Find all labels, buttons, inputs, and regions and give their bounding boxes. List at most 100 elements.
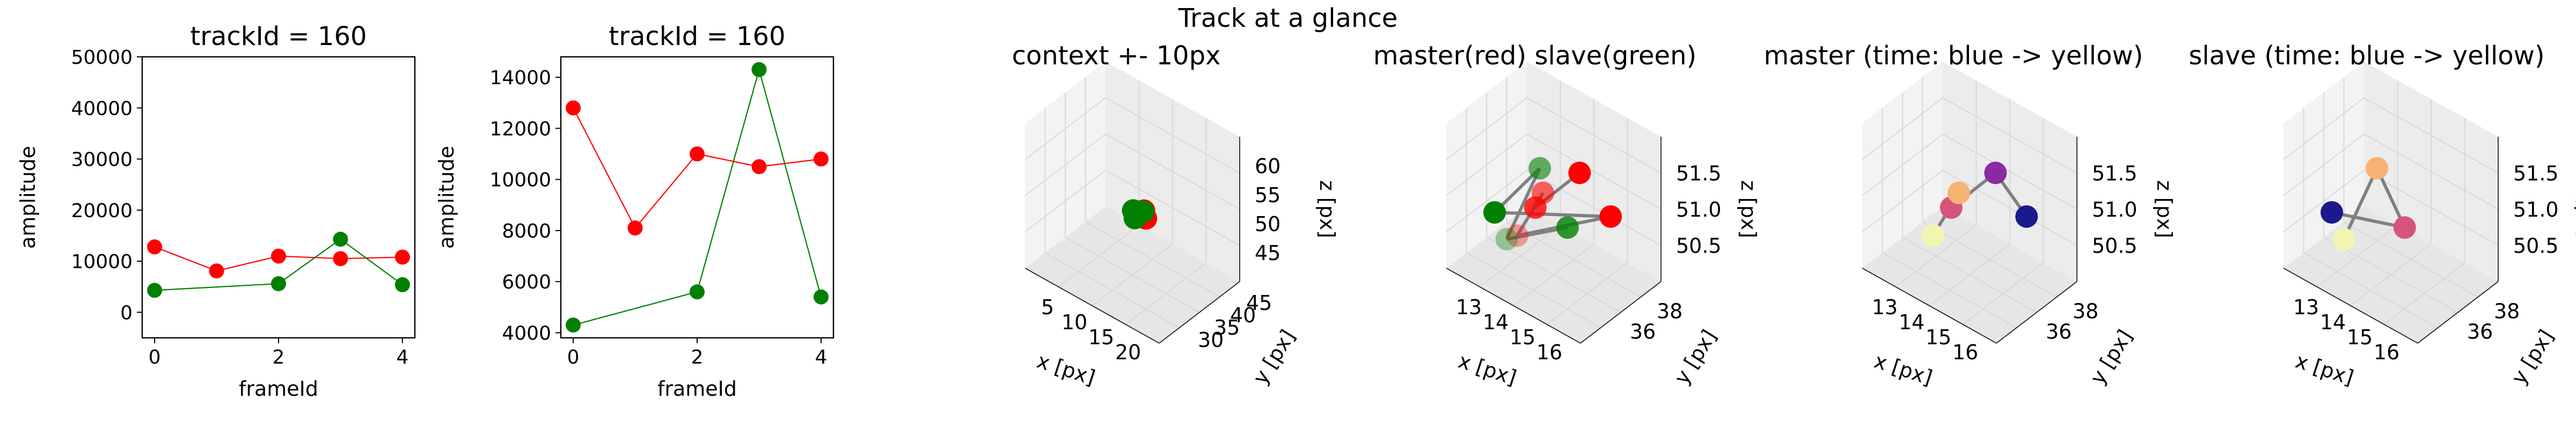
data-point [1984,161,2007,184]
axis-edge [2417,281,2499,344]
grid-line [1942,134,2077,210]
data-point [1483,201,1506,224]
data-point [690,146,705,162]
y-tick-label: 10000 [489,169,551,191]
data-point [1528,157,1552,180]
axis-edge [1159,281,1240,344]
figure-suptitle: Track at a glance [1178,3,1398,33]
line-chart-2: trackId = 160 0 2 4 4000 6000 8000 10000 12000 14… [435,21,835,401]
grid-line [1862,134,1943,196]
y-tick-label: 8000 [502,220,551,242]
trajectory-segment [2342,167,2379,240]
y-axis-label: amplitude [16,146,40,249]
y-tick-label: 36 [2467,320,2493,344]
z-tick-label: 50.5 [2092,234,2138,258]
data-point [1568,161,1591,184]
y-axis-label: y [px] [1248,326,1300,388]
z-tick-label: 50 [1255,212,1280,236]
data-point [209,263,224,279]
x-tick-label: 2 [691,346,704,368]
x-tick-label: 13 [2293,295,2319,319]
grid-line [1862,97,1943,160]
x-tick-label: 14 [1899,310,1924,334]
x-tick-label: 16 [1536,341,1562,364]
data-point [333,232,348,247]
z-tick-label: 45 [1255,241,1280,265]
y-tick-label: 50000 [71,47,133,69]
data-point [2366,157,2389,180]
data-point [2332,228,2355,251]
grid-line [1526,134,1662,210]
x-tick-label: 0 [149,346,161,368]
data-point [1495,228,1518,251]
data-point [2015,205,2038,228]
data-point [394,277,410,292]
z-tick-label: 51.5 [2513,162,2559,186]
y-tick-label: 38 [2494,299,2520,323]
axis-edge [1446,268,1581,344]
data-point [566,317,581,333]
y-tick-label: 10000 [71,251,133,273]
trajectory-segment [1505,167,1541,240]
x-tick-label: 16 [2374,341,2399,364]
data-point [627,220,643,236]
plot-frame [141,56,416,339]
grid-line [1962,262,2044,325]
data-point [1599,205,1622,228]
grid-line [1105,97,1240,174]
x-tick-label: 4 [815,346,827,368]
grid-line [2283,97,2365,160]
data-point [333,251,348,267]
grid-line [1065,236,1200,313]
data-point [2321,201,2343,224]
data-point [271,276,286,292]
z-axis-label: z [px] [1737,180,1760,238]
x-axis-label: x [px] [1871,349,1935,390]
data-point [1506,224,1529,247]
z-tick-label: 51.5 [1676,162,1722,186]
data-point [1532,181,1554,204]
x-tick-label: 15 [2347,326,2373,349]
chart-title: context +- 10px [1012,41,1221,71]
data-point [271,248,286,264]
chart-title: trackId = 160 [609,21,785,51]
data-point [1556,216,1579,239]
y-tick-label: 20000 [71,200,133,222]
z-tick-label: 51.0 [2092,198,2138,221]
chart-title: master (time: blue -> yellow) [1764,41,2143,71]
y-tick-label: 35 [1214,316,1240,339]
data-point [751,62,767,77]
y-tick-label: 38 [1657,299,1682,323]
grid-line [1902,236,2037,313]
grid-line [1922,221,2057,298]
axis-edge [1862,268,1997,344]
data-point [394,249,410,265]
grid-line [1526,97,1662,174]
x-axis-label: x [px] [1034,349,1098,390]
grid-line [2344,221,2478,298]
y-tick-label: 0 [120,302,133,324]
x-tick-label: 5 [1041,295,1054,319]
y-tick-label: 40000 [71,98,133,120]
y-tick-label: 38 [2073,299,2098,323]
grid-line [1446,134,1527,196]
y-tick-label: 4000 [502,322,551,344]
grid-line [1942,97,2077,174]
z-tick-label: 60 [1255,154,1280,178]
data-point [690,284,705,300]
data-point [751,159,767,174]
z-axis-label: z [px] [1315,180,1339,238]
grid-line [1546,262,1628,325]
z-tick-label: 50.5 [2513,234,2559,258]
data-point [2393,216,2416,239]
z-tick-label: 51.5 [2092,162,2138,186]
x-tick-label: 4 [396,346,408,368]
chart-title: trackId = 160 [190,21,367,51]
x-tick-label: 2 [273,346,285,368]
